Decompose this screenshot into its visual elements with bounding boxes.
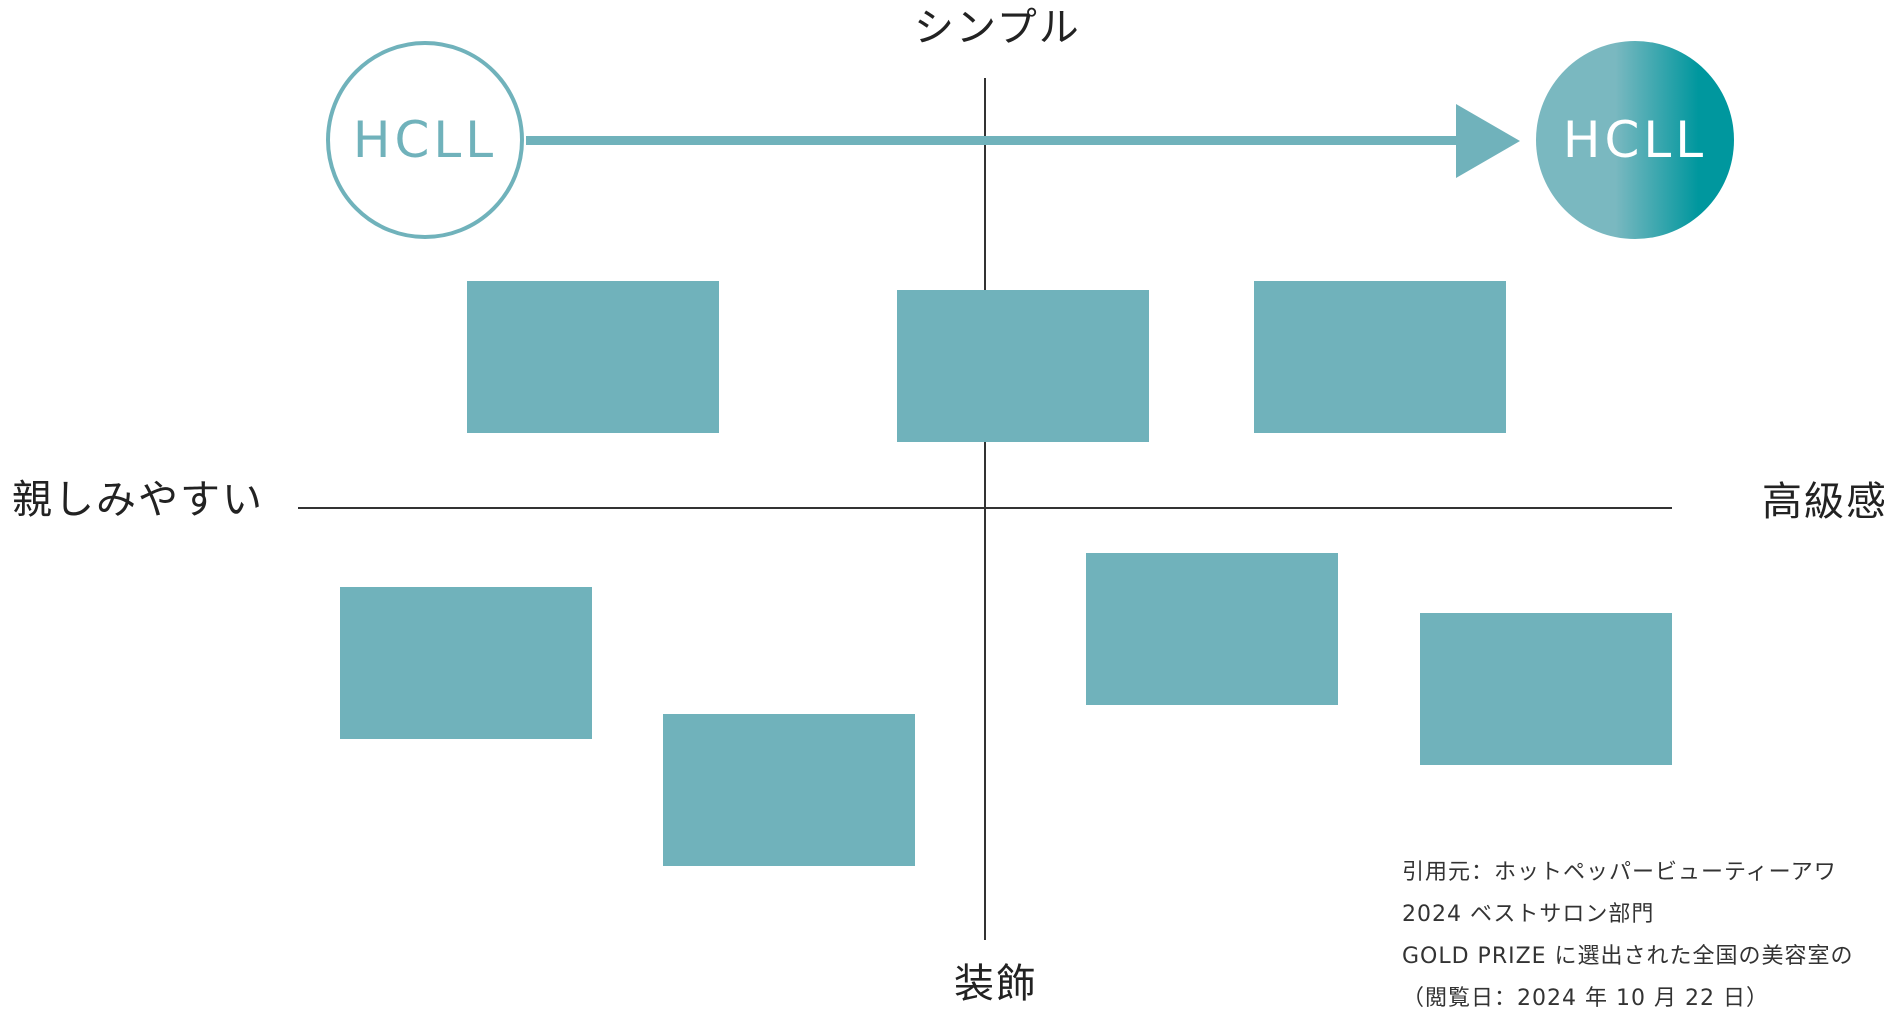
- brand-label-target: HCLL: [1562, 111, 1708, 169]
- placeholder-box-3: [1254, 281, 1506, 433]
- placeholder-box-5: [663, 714, 915, 866]
- placeholder-box-2: [897, 290, 1149, 442]
- axis-label-top: シンプル: [914, 5, 1081, 51]
- citation-line-1: 引用元：ホットペッパービューティーアワ: [1402, 860, 1837, 885]
- placeholder-box-1: [467, 281, 719, 433]
- citation-line-4: （閲覧日：2024 年 10 月 22 日）: [1402, 986, 1769, 1011]
- citation-line-2: 2024 ベストサロン部門: [1402, 902, 1655, 927]
- brand-label-current: HCLL: [352, 111, 498, 169]
- axis-label-left: 親しみやすい: [12, 477, 264, 523]
- citation-note: 引用元：ホットペッパービューティーアワ 2024 ベストサロン部門 GOLD P…: [1402, 852, 1854, 1020]
- placeholder-box-6: [1086, 553, 1338, 705]
- brand-circle-current: HCLL: [326, 41, 524, 239]
- brand-circle-target: HCLL: [1536, 41, 1734, 239]
- arrow-shaft: [526, 136, 1458, 145]
- arrow-head: [1456, 104, 1520, 178]
- axis-label-bottom: 装飾: [954, 961, 1038, 1007]
- axis-label-right: 高級感: [1762, 479, 1884, 525]
- vertical-axis-line: [984, 78, 986, 940]
- placeholder-box-7: [1420, 613, 1672, 765]
- citation-line-3: GOLD PRIZE に選出された全国の美容室の: [1402, 944, 1854, 969]
- placeholder-box-4: [340, 587, 592, 739]
